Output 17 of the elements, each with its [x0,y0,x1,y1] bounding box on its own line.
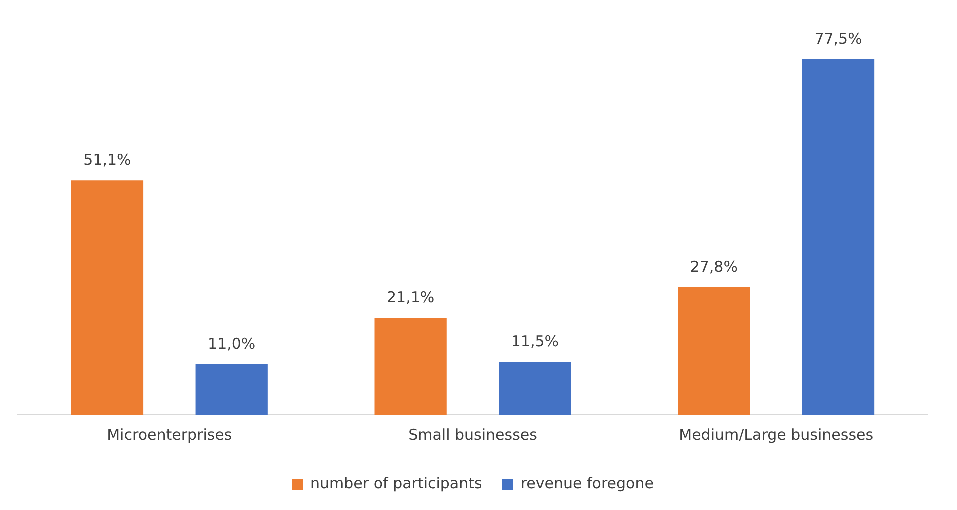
bar [196,364,268,415]
data-label: 21,1% [386,288,435,307]
x-tick-label: Medium/Large businesses [679,426,874,444]
x-tick-label: Small businesses [408,426,538,444]
x-tick-label: Microenterprises [107,426,232,444]
legend-label: number of participants [310,474,483,492]
bar [71,180,144,415]
bar [499,362,572,415]
bar [802,59,875,415]
data-label: 27,8% [690,258,738,276]
data-label: 11,0% [208,334,256,353]
bar [374,318,447,415]
data-label: 51,1% [84,150,132,169]
data-label: 77,5% [814,30,862,48]
bar [678,287,750,415]
legend-label: revenue foregone [520,474,654,492]
data-label: 11,5% [511,332,560,351]
